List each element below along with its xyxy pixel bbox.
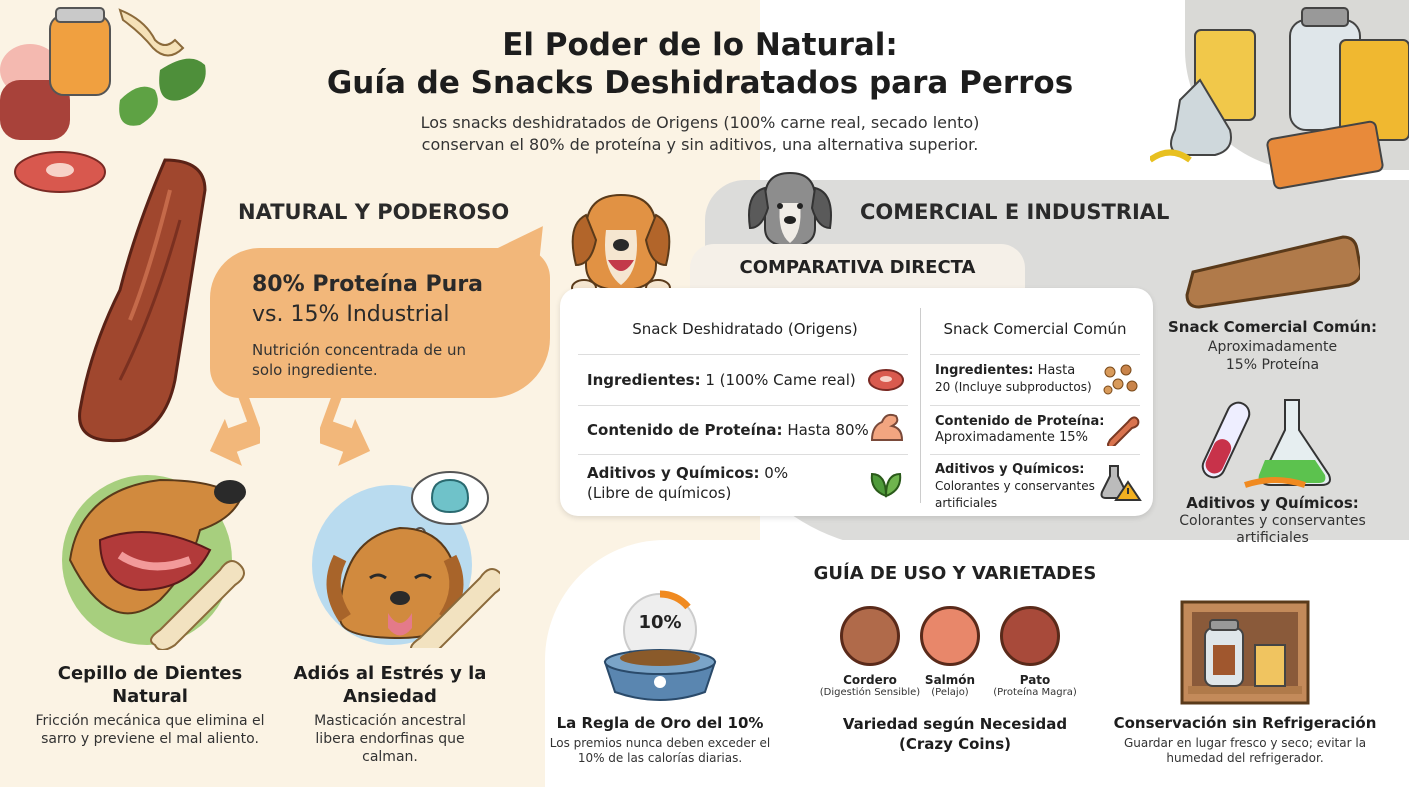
page-subtitle: Los snacks deshidratados de Origens (100… <box>330 112 1070 156</box>
benefit-stress-desc: Masticación ancestral libera endorfinas … <box>314 713 466 765</box>
commercial-snack-desc: Aproximadamente 15% Proteína <box>1165 338 1380 374</box>
coin-cordero <box>840 606 900 666</box>
row-divider <box>930 354 1140 355</box>
leaf-icon <box>870 472 902 498</box>
row-divider <box>578 405 908 406</box>
comparison-table <box>560 288 1153 516</box>
row-value: artificiales <box>935 496 998 510</box>
meat-icon <box>868 369 904 391</box>
row-label: Ingredientes: <box>587 371 701 389</box>
protein-headline: 80% Proteína Pura <box>252 272 484 297</box>
title-line-2: Guía de Snacks Deshidratados para Perros <box>326 65 1074 101</box>
title-line-1: El Poder de lo Natural: <box>502 27 898 63</box>
commercial-snack-desc-line1: Aproximadamente <box>1207 339 1338 355</box>
comparison-divider <box>920 308 921 503</box>
coin-salmon <box>920 606 980 666</box>
coin-name: Pato <box>1019 673 1051 687</box>
row-divider <box>578 354 908 355</box>
row-label: Contenido de Proteína: <box>587 421 783 439</box>
row-label: Ingredientes: <box>935 363 1034 378</box>
coin-label-cordero: Cordero (Digestión Sensible) <box>812 673 928 698</box>
table-row: Aditivos y Químicos: Colorantes y conser… <box>935 462 1105 512</box>
kibble-icon <box>1103 364 1138 395</box>
commercial-snack-bar-illustration <box>1185 235 1360 309</box>
subtitle-line-2: conservan el 80% de proteína y sin aditi… <box>421 135 979 154</box>
comparison-tab <box>690 244 1025 292</box>
table-row: Contenido de Proteína: Aproximadamente 1… <box>935 414 1105 446</box>
row-value: 1 (100% Came real) <box>705 371 856 389</box>
rule-badge: 10% <box>638 612 682 633</box>
row-value: Aproximadamente 15% <box>935 430 1088 445</box>
arrow-down-right-icon <box>320 398 371 466</box>
table-row: Ingredientes: 1 (100% Came real) <box>587 370 867 390</box>
muscle-arm-icon <box>870 413 904 441</box>
protein-bubble <box>210 248 550 398</box>
storage-desc: Guardar en lugar fresco y seco; evitar l… <box>1123 736 1367 765</box>
benefit-dental-desc: Fricción mecánica que elimina el sarro y… <box>35 713 265 747</box>
sad-dog-illustration <box>748 171 832 248</box>
food-bowl-illustration <box>603 590 717 701</box>
comparison-col-right-header: Snack Comercial Común <box>943 320 1127 338</box>
commercial-products-illustration <box>1150 7 1409 190</box>
meat-bone-icon <box>1106 416 1140 446</box>
happy-dog-illustration <box>571 193 671 297</box>
protein-description: Nutrición concentrada de un solo ingredi… <box>252 341 466 379</box>
table-row: Ingredientes: Hasta 20 (Incluye subprodu… <box>935 363 1100 396</box>
row-value: Hasta 80% <box>787 421 869 439</box>
coin-subtitle: (Proteína Magra) <box>993 687 1077 698</box>
test-tubes-illustration <box>1201 399 1331 488</box>
commercial-snack-desc-line2: 15% Proteína <box>1225 357 1320 373</box>
comparison-title: COMPARATIVA DIRECTA <box>739 257 976 278</box>
protein-comparison: vs. 15% Industrial <box>252 302 450 327</box>
coin-name: Cordero <box>843 673 897 687</box>
page-title: El Poder de lo Natural: Guía de Snacks D… <box>240 26 1160 102</box>
commercial-additives-title: Aditivos y Químicos: <box>1186 494 1359 512</box>
row-divider <box>930 454 1140 455</box>
coin-subtitle: (Pelajo) <box>931 687 969 698</box>
calm-dog-illustration <box>326 471 500 648</box>
coin-pato <box>1000 606 1060 666</box>
table-row: Contenido de Proteína: Hasta 80% <box>587 420 877 440</box>
jerky-strip-illustration <box>78 158 207 443</box>
coin-subtitle: (Digestión Sensible) <box>819 687 921 698</box>
row-value: Hasta <box>1037 363 1076 378</box>
comparison-col-left-header: Snack Deshidratado (Origens) <box>632 320 858 338</box>
benefit-dental-title: Cepillo de Dientes Natural <box>57 663 243 707</box>
row-divider <box>930 405 1140 406</box>
row-label: Aditivos y Químicos: <box>587 464 760 482</box>
subtitle-line-1: Los snacks deshidratados de Origens (100… <box>420 113 980 132</box>
row-label: Contenido de Proteína: <box>935 414 1105 429</box>
coin-label-salmon: Salmón (Pelajo) <box>910 673 990 698</box>
coin-label-pato: Pato (Proteína Magra) <box>980 673 1090 698</box>
row-label: Aditivos y Químicos: <box>935 462 1085 477</box>
rule-desc: Los premios nunca deben exceder el 10% d… <box>549 736 771 765</box>
coin-name: Salmón <box>924 673 976 687</box>
table-row: Aditivos y Químicos: 0% (Libre de químic… <box>587 463 867 503</box>
commercial-additives-desc: Colorantes y conservantes artificiales <box>1179 513 1366 546</box>
natural-heading: NATURAL Y PODEROSO <box>238 200 510 224</box>
guide-title: GUÍA DE USO Y VARIETADES <box>813 563 1097 584</box>
storage-title: Conservación sin Refrigeración <box>1113 714 1377 732</box>
row-value: Colorantes y conservantes <box>935 479 1095 493</box>
benefit-stress-title: Adiós al Estrés y la Ansiedad <box>293 663 487 707</box>
row-value: 0% <box>764 464 789 482</box>
row-divider <box>578 454 908 455</box>
row-value: 20 (Incluye subproductos) <box>935 380 1092 394</box>
chemical-warning-icon <box>1100 465 1142 501</box>
row-value: (Libre de químicos) <box>587 484 732 502</box>
rule-title: La Regla de Oro del 10% <box>556 714 764 732</box>
commercial-heading: COMERCIAL E INDUSTRIAL <box>860 200 1170 224</box>
variety-title: Variedad según Necesidad (Crazy Coins) <box>842 715 1068 753</box>
food-illustration <box>0 7 206 193</box>
arrow-down-left-icon <box>209 398 260 466</box>
pantry-shelf-illustration <box>1180 600 1310 705</box>
dog-chewing-bone-illustration <box>68 478 246 650</box>
commercial-snack-title: Snack Comercial Común: <box>1167 318 1378 336</box>
